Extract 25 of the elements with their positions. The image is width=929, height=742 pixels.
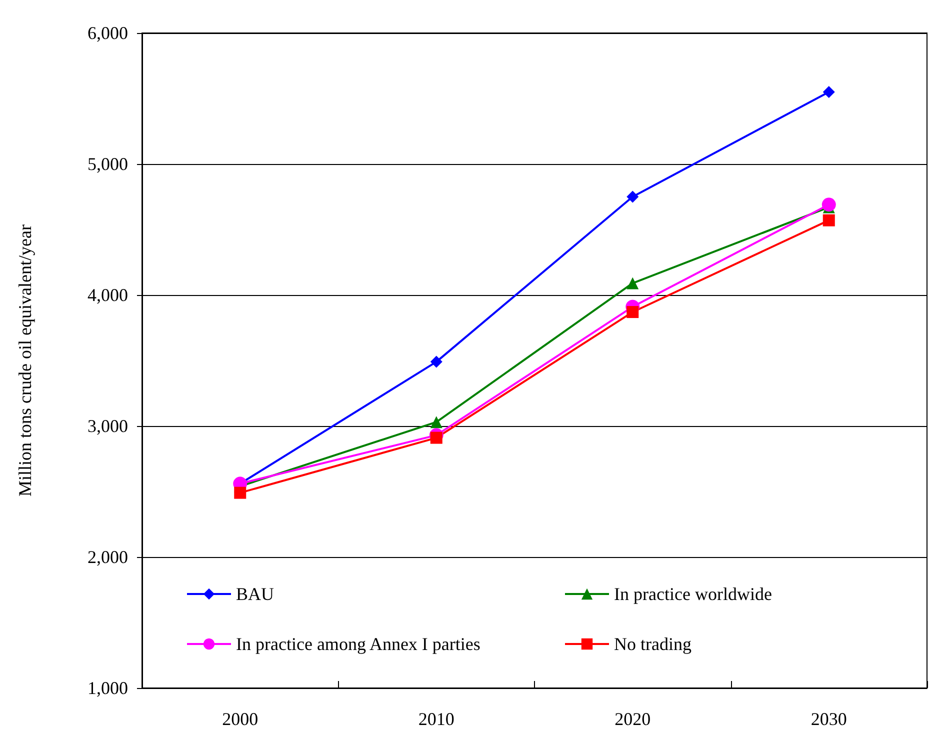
point xyxy=(430,356,442,368)
y-tick-label: 2,000 xyxy=(88,547,128,567)
point xyxy=(430,432,442,444)
legend-label: No trading xyxy=(614,634,692,654)
point xyxy=(822,86,835,98)
x-tick-label: 2030 xyxy=(810,709,847,729)
point xyxy=(822,198,836,212)
point xyxy=(626,190,639,203)
x-tick-label: 2020 xyxy=(614,709,651,729)
point xyxy=(626,277,639,290)
x-tick-label: 2010 xyxy=(418,709,454,729)
y-tick-label: 4,000 xyxy=(88,285,128,305)
legend-label: In practice among Annex I parties xyxy=(236,634,480,654)
point xyxy=(430,416,442,428)
y-tick-label: 3,000 xyxy=(88,416,128,436)
legend-label: In practice worldwide xyxy=(614,584,772,604)
legend-label: BAU xyxy=(236,584,274,604)
y-tick-label: 6,000 xyxy=(88,23,128,43)
y-axis-title: Million tons crude oil equivalent/year xyxy=(15,224,35,496)
x-tick-label: 2000 xyxy=(222,709,258,729)
point xyxy=(822,214,835,226)
y-tick-label: 5,000 xyxy=(88,154,128,174)
point xyxy=(626,306,639,318)
y-tick-label: 1,000 xyxy=(88,678,128,698)
point xyxy=(234,486,246,499)
